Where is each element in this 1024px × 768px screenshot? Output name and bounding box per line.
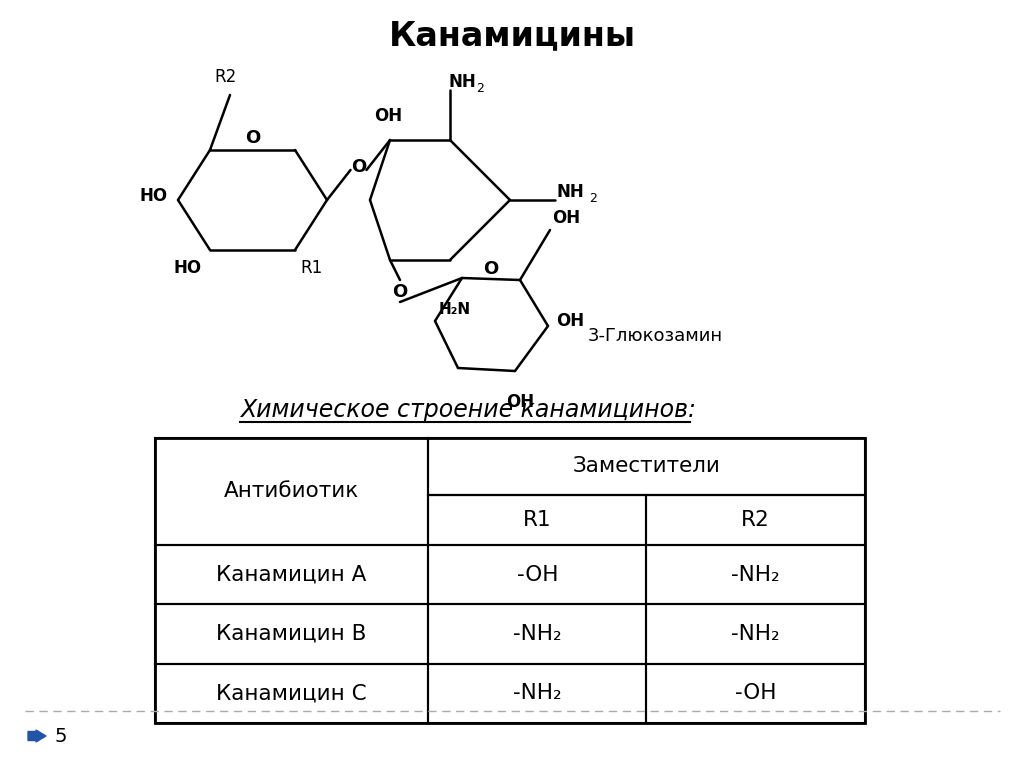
Text: Канамицин А: Канамицин А <box>216 564 367 584</box>
Text: HO: HO <box>174 259 202 277</box>
Text: OH: OH <box>552 209 581 227</box>
Text: O: O <box>483 260 499 278</box>
Bar <box>646 545 865 604</box>
Text: O: O <box>351 158 367 176</box>
Bar <box>155 438 428 545</box>
Bar <box>155 664 428 723</box>
Text: 2: 2 <box>589 191 597 204</box>
Text: HO: HO <box>140 187 168 205</box>
Text: 3-Глюкозамин: 3-Глюкозамин <box>588 327 723 345</box>
Text: O: O <box>245 129 260 147</box>
Text: -NH₂: -NH₂ <box>513 684 561 703</box>
Text: 2: 2 <box>476 81 484 94</box>
Text: R1: R1 <box>300 259 323 277</box>
Bar <box>428 438 865 495</box>
Text: Канамицин С: Канамицин С <box>216 684 367 703</box>
Text: -NH₂: -NH₂ <box>731 624 780 644</box>
Text: OH: OH <box>556 312 584 330</box>
Bar <box>646 495 865 545</box>
Bar <box>428 604 646 664</box>
Text: -OH: -OH <box>735 684 776 703</box>
Text: O: O <box>392 283 408 301</box>
Text: R2: R2 <box>741 510 770 530</box>
Text: 5: 5 <box>55 727 68 746</box>
Bar <box>646 604 865 664</box>
Bar <box>155 604 428 664</box>
Text: Канамицины: Канамицины <box>388 19 636 52</box>
Bar <box>428 664 646 723</box>
Bar <box>155 545 428 604</box>
FancyArrow shape <box>28 730 46 742</box>
Text: R2: R2 <box>214 68 237 86</box>
Text: H₂N: H₂N <box>439 302 471 316</box>
Text: OH: OH <box>506 393 535 411</box>
Bar <box>428 495 646 545</box>
Text: Химическое строение канамицинов:: Химическое строение канамицинов: <box>240 398 696 422</box>
Text: Канамицин В: Канамицин В <box>216 624 367 644</box>
Text: NH: NH <box>449 73 476 91</box>
Text: R1: R1 <box>523 510 552 530</box>
Bar <box>155 438 865 723</box>
Text: Заместители: Заместители <box>572 456 721 476</box>
Bar <box>646 664 865 723</box>
Text: -OH: -OH <box>516 564 558 584</box>
Text: Антибиотик: Антибиотик <box>224 482 359 502</box>
Bar <box>428 545 646 604</box>
Text: OH: OH <box>374 107 402 125</box>
Text: -NH₂: -NH₂ <box>513 624 561 644</box>
Text: -NH₂: -NH₂ <box>731 564 780 584</box>
Text: NH: NH <box>557 183 585 201</box>
